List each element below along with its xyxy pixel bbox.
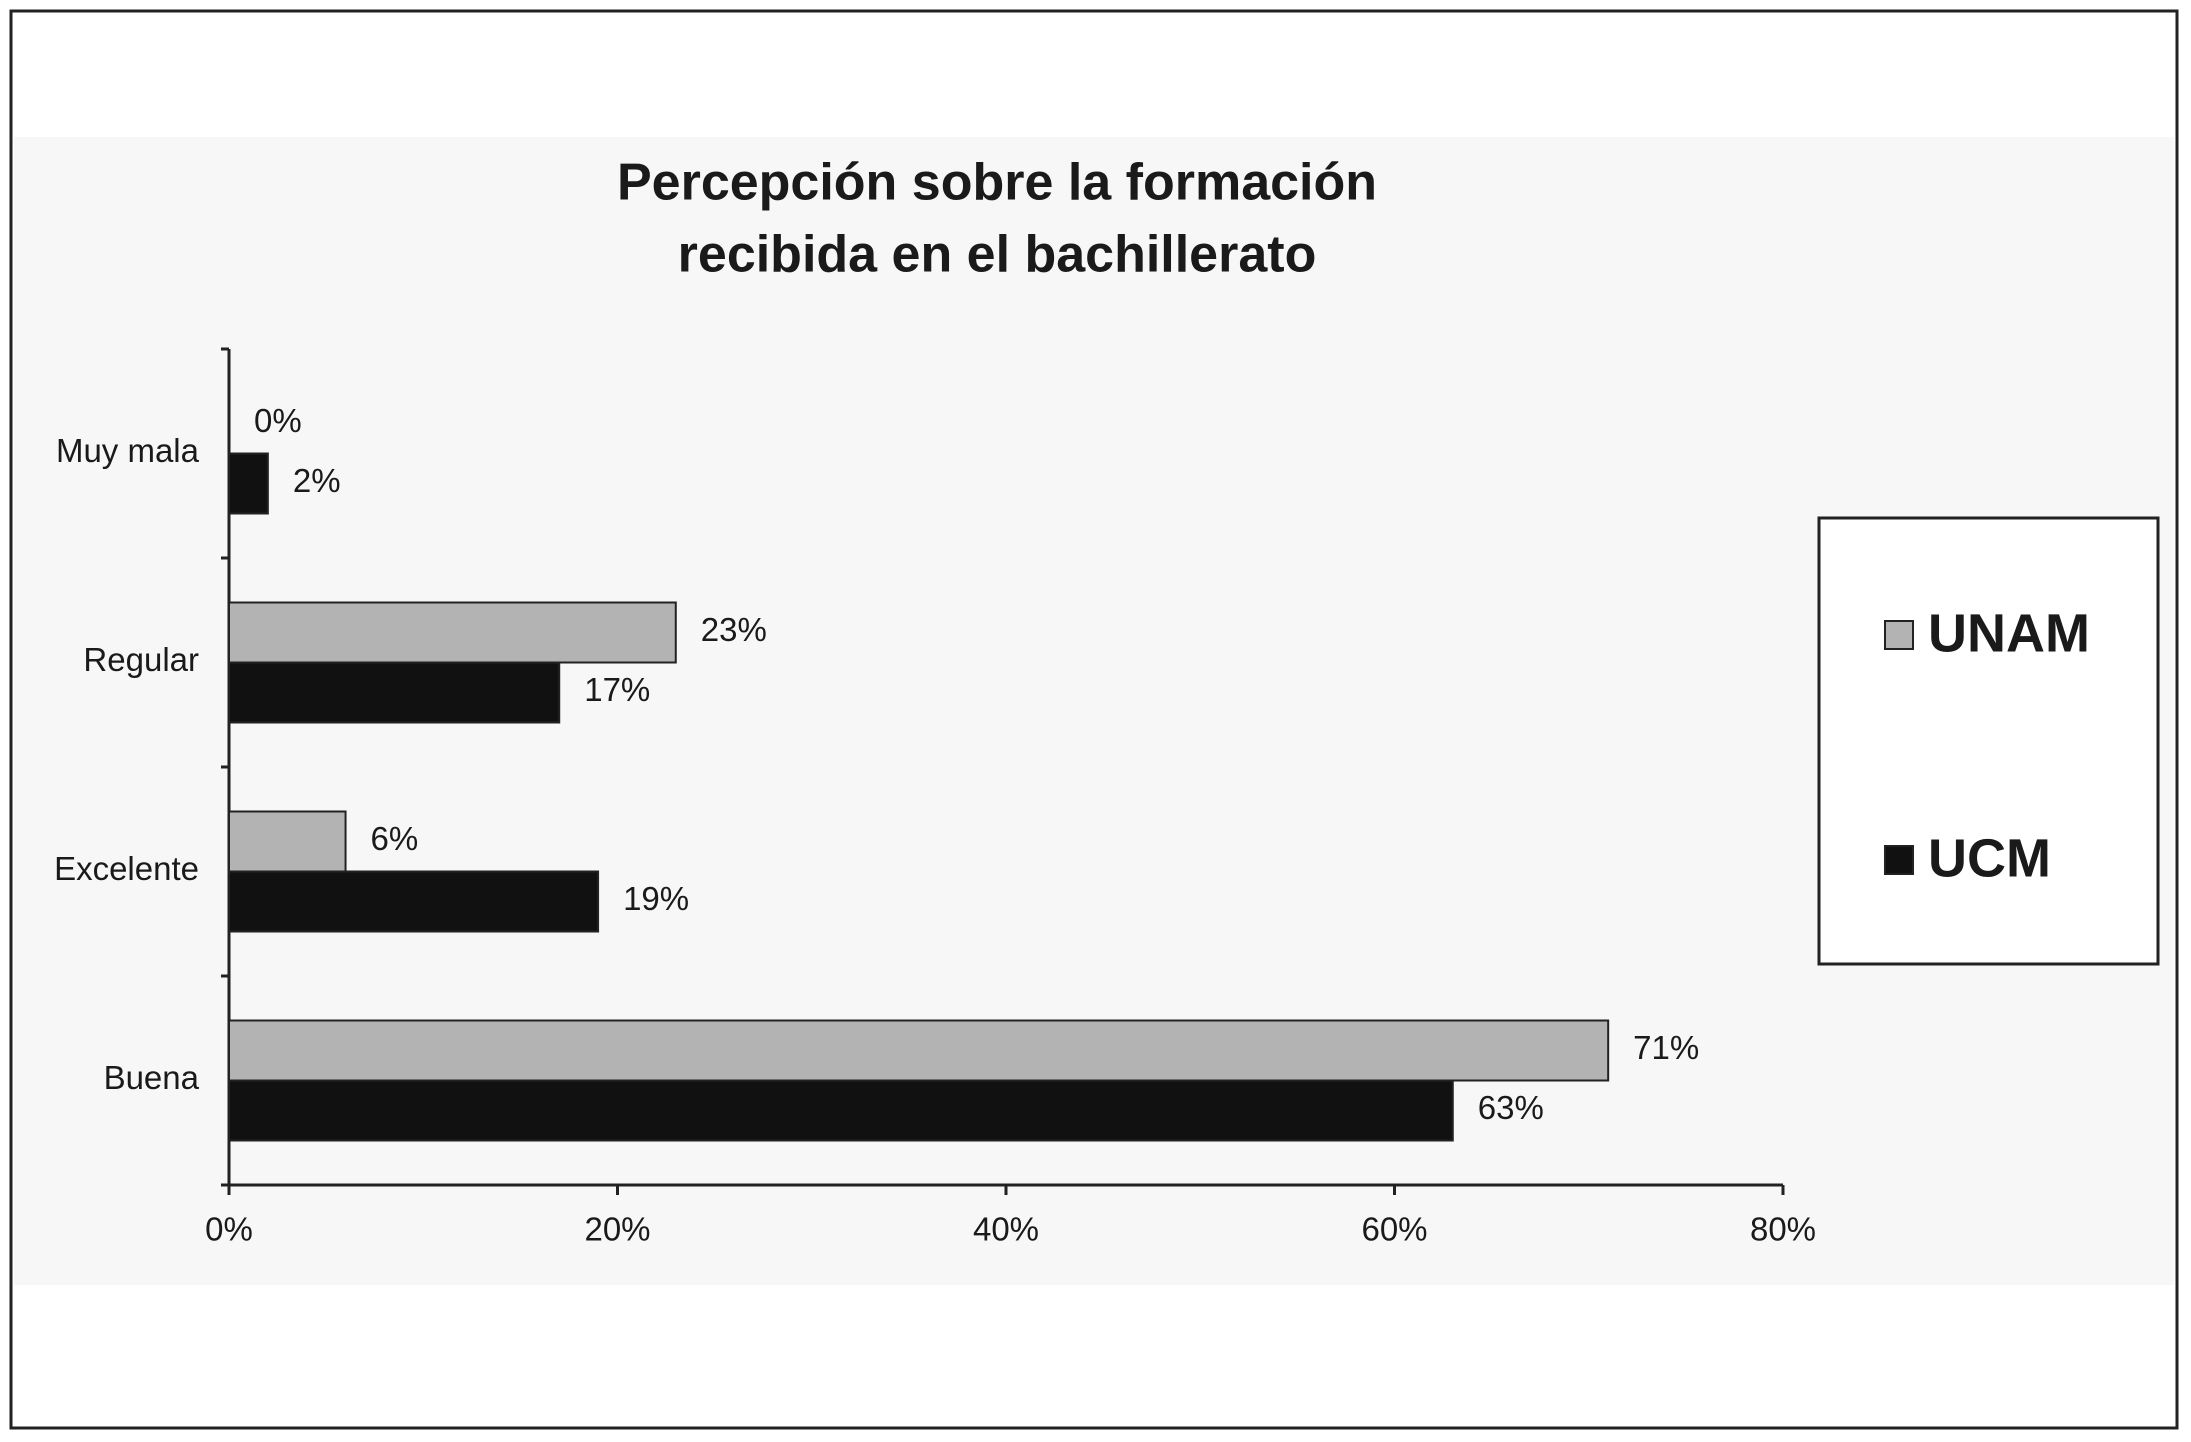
value-label: 6%: [371, 820, 419, 857]
bar: [228, 870, 600, 933]
legend: [1817, 516, 2160, 966]
legend-label: UNAM: [1928, 603, 2090, 663]
x-tick-label: 20%: [584, 1211, 650, 1248]
legend-label: UCM: [1928, 828, 2051, 888]
bar: [228, 1079, 1454, 1142]
value-label: 0%: [254, 402, 302, 439]
y-tick-label: Regular: [83, 641, 199, 678]
value-label: 63%: [1478, 1089, 1544, 1126]
value-label: 23%: [701, 611, 767, 648]
chart-title: recibida en el bachillerato: [678, 226, 1317, 284]
bar: [228, 1019, 1610, 1082]
bar: [228, 601, 677, 664]
legend-swatch: [1884, 845, 1914, 875]
x-tick-label: 0%: [205, 1211, 253, 1248]
bar: [228, 810, 347, 873]
chart-title: Percepción sobre la formación: [617, 154, 1377, 212]
value-label: 19%: [623, 880, 689, 917]
bar: [228, 661, 561, 724]
value-label: 2%: [293, 462, 341, 499]
bar: [228, 452, 269, 515]
y-tick-label: Buena: [104, 1059, 200, 1096]
x-tick-label: 60%: [1361, 1211, 1427, 1248]
legend-swatch: [1884, 620, 1914, 650]
x-tick-label: 80%: [1750, 1211, 1816, 1248]
y-tick-label: Excelente: [54, 850, 199, 887]
value-label: 71%: [1633, 1029, 1699, 1066]
value-label: 17%: [584, 671, 650, 708]
x-tick-label: 40%: [973, 1211, 1039, 1248]
y-tick-label: Muy mala: [56, 432, 200, 469]
